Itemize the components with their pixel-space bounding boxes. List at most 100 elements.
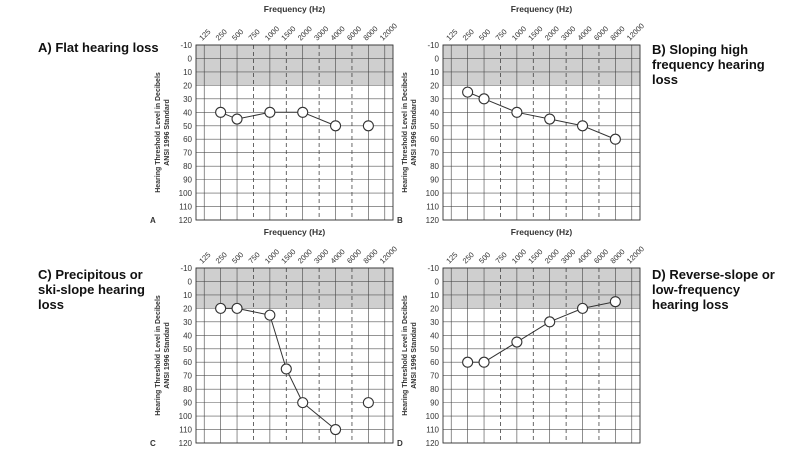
y-tick-label: 120 (179, 216, 193, 225)
y-tick-label: 50 (430, 122, 439, 131)
data-point-marker (297, 397, 309, 409)
x-tick-label: 125 (444, 27, 459, 42)
y-tick-label: 100 (426, 412, 440, 421)
caption-d: D) Reverse-slope or low-frequency hearin… (652, 267, 775, 312)
plot-frame (442, 267, 641, 444)
series-segment (516, 111, 550, 120)
x-tick-label: 4000 (576, 247, 594, 265)
x-tick-label: 1500 (526, 24, 544, 42)
y-tick-label: 90 (430, 399, 439, 408)
y-tick-label: 80 (430, 385, 439, 394)
series-segment (302, 402, 336, 430)
y-tick-label: 80 (430, 162, 439, 171)
y-tick-label: 60 (183, 358, 192, 367)
x-tick-label: 12000 (625, 21, 646, 42)
y-tick-label: 10 (430, 68, 439, 77)
x-tick-label: 1000 (263, 24, 281, 42)
series-segment (302, 111, 336, 127)
data-point-marker (544, 316, 556, 328)
x-tick-label: 2000 (543, 24, 561, 42)
x-tick-label: 6000 (592, 247, 610, 265)
x-tick-label: 6000 (345, 247, 363, 265)
y-tick-label: 20 (430, 81, 439, 90)
y-axis-title: ANSI 1996 Standard (164, 99, 171, 166)
y-tick-label: 0 (188, 277, 193, 286)
x-tick-label: 2000 (543, 247, 561, 265)
x-tick-label: 750 (494, 27, 509, 42)
series-segment (285, 368, 304, 403)
y-tick-label: -10 (427, 41, 439, 50)
y-tick-label: 50 (183, 122, 192, 131)
y-tick-label: -10 (427, 264, 439, 273)
x-tick-label: 12000 (625, 244, 646, 265)
y-tick-label: 110 (426, 203, 439, 212)
x-tick-label: 4000 (576, 24, 594, 42)
y-tick-label: 120 (179, 439, 193, 448)
y-tick-label: 110 (426, 426, 439, 435)
data-point-marker (511, 106, 523, 118)
data-point-marker (231, 302, 243, 314)
panel-letter: B (397, 216, 403, 225)
data-point-marker (462, 356, 474, 368)
x-tick-label: 1000 (510, 247, 528, 265)
y-tick-label: 10 (183, 68, 192, 77)
x-tick-label: 12000 (378, 244, 399, 265)
y-tick-label: 90 (430, 176, 439, 185)
y-tick-label: 90 (183, 399, 192, 408)
y-tick-label: 60 (430, 358, 439, 367)
x-tick-label: 3000 (312, 247, 330, 265)
series-segment (549, 307, 583, 323)
data-point-marker (576, 302, 589, 314)
audiogram-panel-3: -10 0 10 20 30 40 50 60 70 80 90 100 110 120 125 250 500… (397, 227, 646, 448)
data-point-marker (280, 363, 292, 375)
x-tick-label: 250 (214, 250, 229, 265)
x-tick-label: 8000 (608, 247, 626, 265)
x-tick-label: 3000 (312, 24, 330, 42)
y-tick-label: 90 (183, 176, 192, 185)
y-tick-label: 20 (183, 81, 192, 90)
y-tick-label: 40 (183, 331, 192, 340)
audiogram-panel-1: -10 0 10 20 30 40 50 60 70 80 90 100 110 120 125 250 500… (397, 4, 646, 225)
series-segment (516, 321, 550, 343)
plot-frame (442, 44, 641, 221)
x-tick-label: 1000 (510, 24, 528, 42)
data-point-marker (329, 120, 342, 132)
data-point-marker (329, 423, 342, 436)
data-point-marker (264, 106, 276, 118)
y-tick-label: 40 (430, 108, 439, 117)
y-tick-label: 0 (188, 54, 193, 63)
data-point-marker (576, 120, 589, 132)
y-tick-label: 30 (183, 318, 192, 327)
series-segment (236, 307, 270, 316)
x-tick-label: 250 (461, 27, 476, 42)
y-axis-title: ANSI 1996 Standard (164, 322, 171, 389)
x-axis-title: Frequency (Hz) (264, 227, 326, 237)
x-axis-title: Frequency (Hz) (264, 4, 326, 14)
y-tick-label: 20 (183, 304, 192, 313)
x-tick-label: 3000 (559, 24, 577, 42)
x-tick-label: 1500 (279, 247, 297, 265)
y-tick-label: 60 (183, 135, 192, 144)
x-tick-label: 6000 (592, 24, 610, 42)
plot-frame (195, 44, 394, 221)
data-point-marker (231, 113, 243, 125)
audiogram-panel-2: -10 0 10 20 30 40 50 60 70 80 90 100 110 120 125 250 500… (150, 227, 399, 448)
x-tick-label: 2000 (296, 247, 314, 265)
y-tick-label: 100 (179, 189, 193, 198)
data-point-marker (478, 93, 490, 105)
y-tick-label: 80 (183, 385, 192, 394)
y-axis-title: Hearing Threshold Level in Decibels (155, 295, 162, 416)
y-tick-label: 70 (430, 149, 439, 158)
x-tick-label: 750 (247, 27, 262, 42)
y-tick-label: 40 (430, 331, 439, 340)
x-tick-label: 3000 (559, 247, 577, 265)
panel-letter: D (397, 439, 403, 448)
y-tick-label: 50 (430, 345, 439, 354)
caption-b: B) Sloping high frequency hearing loss (652, 42, 765, 87)
panel-letter: A (150, 216, 156, 225)
normal-range-band (196, 45, 393, 86)
data-point-marker (362, 120, 374, 132)
y-tick-label: 20 (430, 304, 439, 313)
data-point-marker (264, 309, 276, 321)
